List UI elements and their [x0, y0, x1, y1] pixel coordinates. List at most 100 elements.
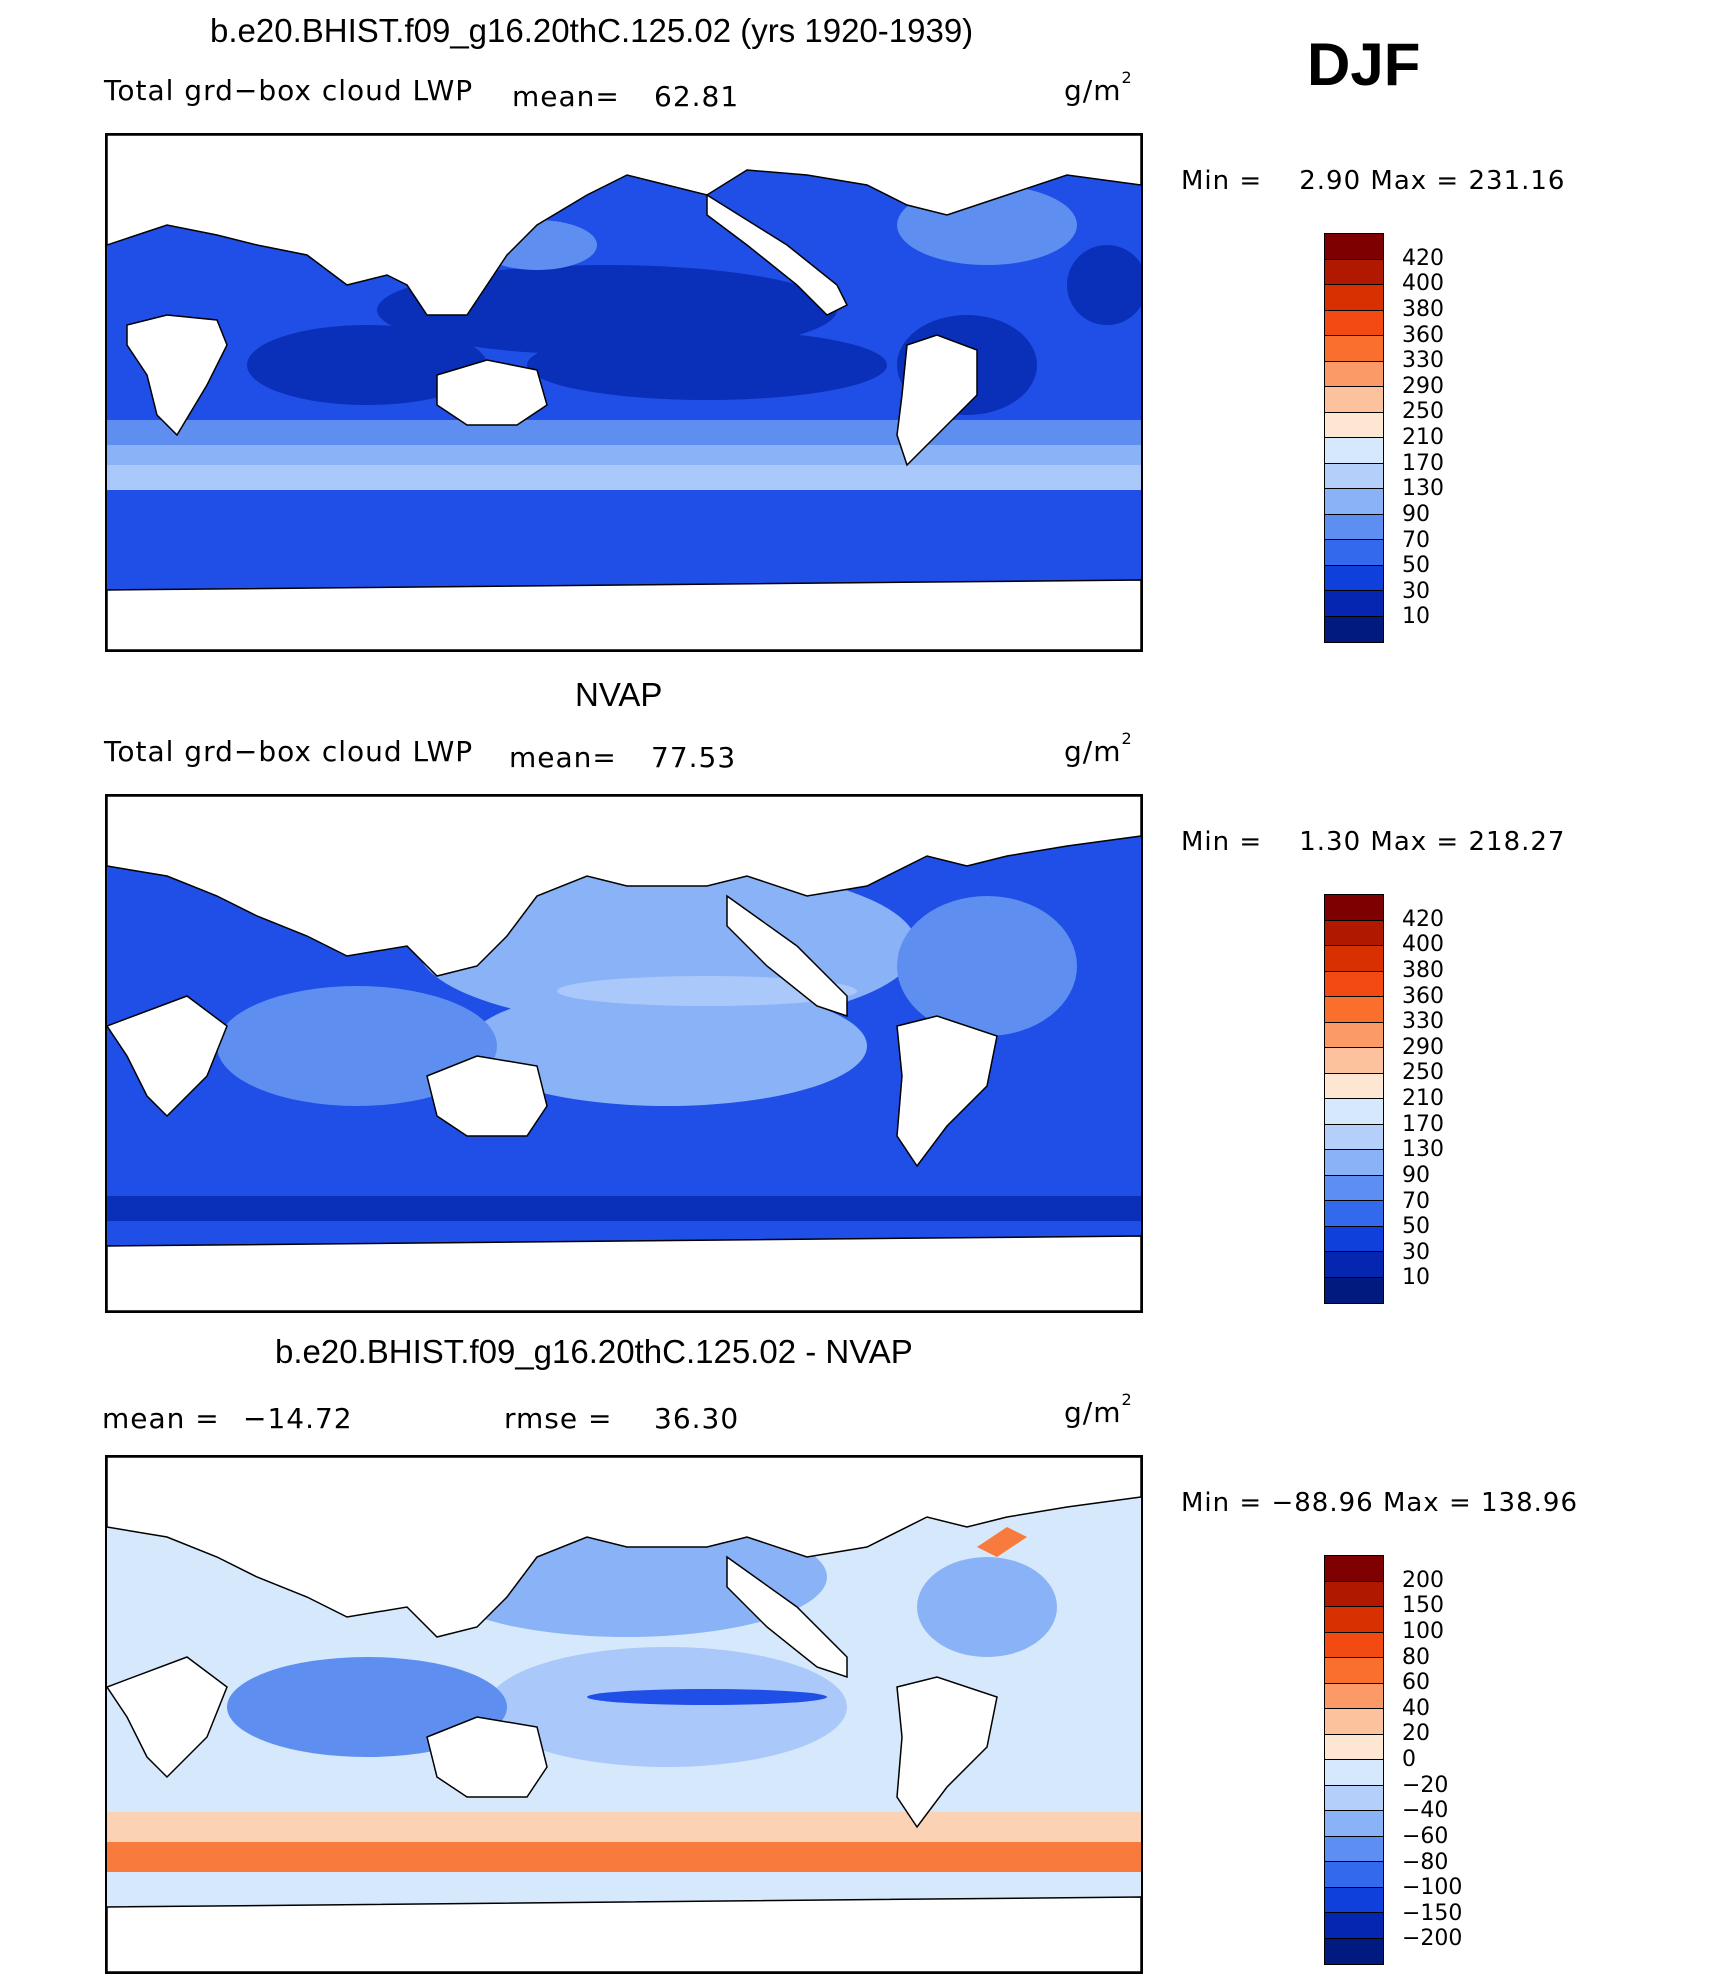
land-africa	[107, 995, 228, 1118]
colorbar-swatch	[1325, 463, 1383, 489]
colorbar-swatch	[1325, 1709, 1383, 1735]
colorbar-swatch	[1325, 1175, 1383, 1201]
land-north-america	[726, 894, 848, 1018]
colorbar-swatch	[1325, 1150, 1383, 1176]
colorbar-tick-label: 380	[1402, 957, 1444, 983]
colorbar-tick-label: 420	[1402, 245, 1444, 271]
colorbar-swatch	[1325, 234, 1383, 260]
min-label: Min =	[1181, 827, 1263, 857]
units-exponent: 2	[1121, 729, 1133, 748]
colorbar-swatch	[1325, 616, 1383, 642]
itcz-band	[557, 976, 857, 1006]
gulfstream-positive	[977, 1527, 1027, 1557]
colorbar-swatch	[1325, 336, 1383, 362]
minmax-row: Min = 1.30 Max = 218.27	[1181, 827, 1565, 857]
colorbar-tick-label: 30	[1402, 578, 1430, 604]
colorbar-swatch	[1325, 1099, 1383, 1125]
colorbar-tick-label: 70	[1402, 1188, 1430, 1214]
units-label: g/m2	[1064, 729, 1133, 768]
south-pacific-low	[527, 330, 887, 400]
map-plot	[105, 133, 1143, 652]
colorbar-swatch	[1325, 438, 1383, 464]
panel-title: b.e20.BHIST.f09_g16.20thC.125.02 - NVAP	[275, 1333, 913, 1370]
units-text: g/m	[1064, 74, 1122, 107]
min-label: Min =	[1181, 1488, 1263, 1518]
max-value: 218.27	[1468, 827, 1566, 857]
colorbar-swatch	[1325, 514, 1383, 540]
colorbar-swatch	[1325, 361, 1383, 387]
variable-label: Total grd−box cloud LWP	[104, 735, 474, 768]
colorbar-tick-label: 60	[1402, 1670, 1430, 1696]
colorbar-swatch	[1325, 1048, 1383, 1074]
season-label: DJF	[1307, 31, 1421, 98]
colorbar-tick-label: 400	[1402, 932, 1444, 958]
land-australia	[426, 1716, 548, 1798]
southern-orange	[107, 1842, 1141, 1872]
colorbar-swatch	[1325, 1277, 1383, 1303]
map-plot	[105, 794, 1143, 1313]
colorbar-swatch	[1325, 489, 1383, 515]
colorbar-tick-label: 210	[1402, 1086, 1444, 1111]
colorbar-tick-label: 330	[1402, 1009, 1444, 1035]
colorbar-swatch	[1325, 1607, 1383, 1633]
colorbar-tick-label: 250	[1402, 399, 1444, 425]
colorbar	[1324, 894, 1384, 1304]
land-north	[107, 796, 1141, 977]
colorbar-tick-label: 10	[1402, 604, 1430, 630]
map-plot	[105, 1455, 1143, 1974]
colorbar-swatch	[1325, 1938, 1383, 1964]
colorbar-swatch	[1325, 387, 1383, 413]
land-africa	[126, 314, 228, 437]
colorbar-swatch	[1325, 540, 1383, 566]
land-antarctica	[107, 579, 1141, 650]
colorbar-swatch	[1325, 1632, 1383, 1658]
colorbar-swatch	[1325, 1124, 1383, 1150]
variable-label: Total grd−box cloud LWP	[104, 74, 474, 107]
mean-label: mean=	[512, 80, 620, 113]
colorbar-tick-label: 250	[1402, 1060, 1444, 1086]
mean-value: 77.53	[651, 741, 737, 774]
colorbar-tick-label: 20	[1402, 1721, 1430, 1747]
colorbar-swatch	[1325, 946, 1383, 972]
colorbar-tick-label: 90	[1402, 501, 1430, 527]
colorbar-swatch	[1325, 1887, 1383, 1913]
land-south-america	[896, 334, 978, 467]
colorbar-tick-label: 170	[1402, 450, 1444, 476]
panel-title: b.e20.BHIST.f09_g16.20thC.125.02 (yrs 19…	[210, 12, 974, 49]
colorbar-tick-label: 290	[1402, 373, 1444, 399]
units-label: g/m2	[1064, 1390, 1133, 1429]
panel-title: NVAP	[575, 676, 663, 713]
colorbar-swatch	[1325, 1785, 1383, 1811]
colorbar-labels: 420 400 380 360 330 290 250 210 170 130 90 70 50 30 10	[1402, 233, 1482, 643]
colorbar-swatch	[1325, 1581, 1383, 1607]
units-label: g/m2	[1064, 68, 1133, 107]
land-south-america	[896, 1015, 998, 1168]
colorbar-swatch	[1325, 997, 1383, 1023]
colorbar-swatch	[1325, 1658, 1383, 1684]
colorbar-labels: 420 400 380 360 330 290 250 210 170 130 90 70 50 30 10	[1402, 894, 1482, 1304]
colorbar-swatch	[1325, 1252, 1383, 1278]
atlantic-mid	[897, 896, 1077, 1036]
min-value: 2.90	[1299, 166, 1362, 196]
itcz-neg	[587, 1689, 827, 1705]
colorbar-swatch	[1325, 412, 1383, 438]
land-africa	[107, 1656, 228, 1779]
map-svg	[107, 796, 1141, 1311]
south-pacific-light	[467, 986, 867, 1106]
colorbar-tick-label: 360	[1402, 983, 1444, 1009]
min-label: Min =	[1181, 166, 1263, 196]
minmax-row: Min = 2.90 Max = 231.16	[1181, 166, 1565, 196]
land-australia	[426, 1055, 548, 1137]
land-antarctica	[107, 1235, 1141, 1311]
colorbar-tick-label: 420	[1402, 906, 1444, 932]
max-label: Max =	[1382, 1488, 1472, 1518]
max-value: 231.16	[1468, 166, 1566, 196]
colorbar-swatch	[1325, 565, 1383, 591]
units-text: g/m	[1064, 1396, 1122, 1429]
colorbar-swatch	[1325, 259, 1383, 285]
colorbar-tick-label: 50	[1402, 1214, 1430, 1240]
colorbar-swatch	[1325, 1862, 1383, 1888]
land-north	[107, 135, 1141, 316]
colorbar-swatch	[1325, 1201, 1383, 1227]
colorbar-tick-label: −40	[1402, 1798, 1449, 1824]
